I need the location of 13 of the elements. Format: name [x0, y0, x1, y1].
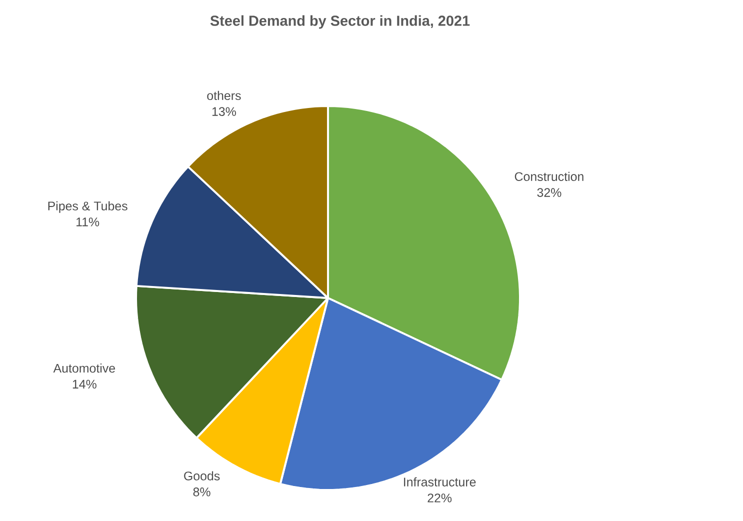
slice-label: Pipes & Tubes [48, 201, 128, 213]
data-label: 32% [537, 188, 562, 197]
slice-label: others [207, 90, 241, 100]
data-label: 22% [428, 494, 452, 502]
data-label: 8% [193, 488, 210, 496]
slice-label: Construction [514, 172, 584, 181]
data-label: 14% [72, 380, 96, 389]
slice-label: Automotive [53, 364, 115, 373]
slice-label: Goods [184, 471, 220, 480]
data-label: 11% [76, 218, 100, 226]
slice-label: Infrastructure [404, 477, 476, 486]
data-label: 13% [212, 107, 236, 116]
chart-title: Steel Demand by Sector in India, 2021 [210, 15, 470, 29]
